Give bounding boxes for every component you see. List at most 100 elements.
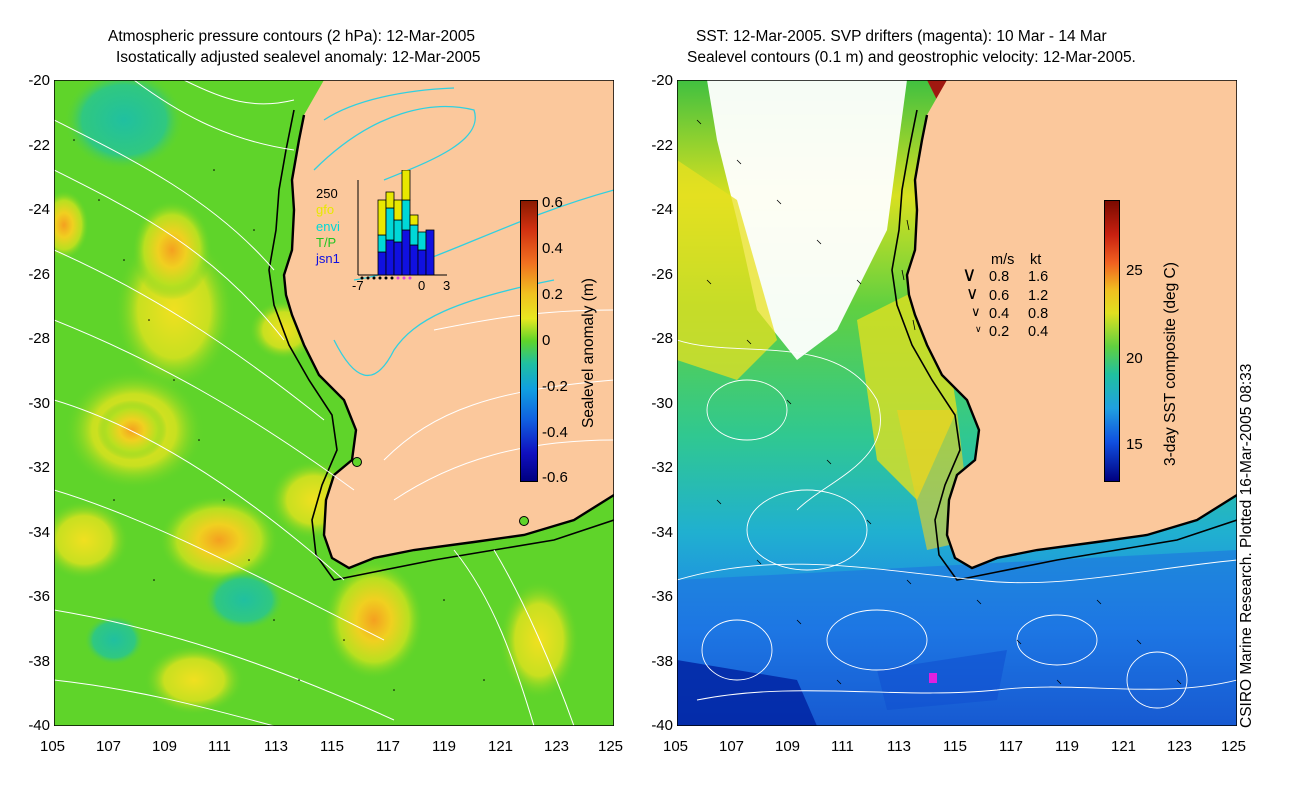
sealevel-colorbar-tick: 0.6 — [542, 194, 563, 211]
x-tick: 105 — [663, 738, 689, 755]
y-tick: -20 — [28, 72, 50, 89]
shelf-break-contour — [268, 109, 615, 581]
y-tick: -40 — [28, 717, 50, 734]
x-tick: 123 — [544, 738, 570, 755]
x-tick: 123 — [1167, 738, 1193, 755]
x-tick: 109 — [775, 738, 801, 755]
x-tick: 107 — [719, 738, 745, 755]
x-tick: 113 — [264, 738, 288, 755]
credit-text: CSIRO Marine Research. Plotted 16-Mar-20… — [1238, 363, 1255, 728]
x-tick: 121 — [1111, 738, 1137, 755]
sst-features — [677, 80, 1237, 726]
y-tick: -24 — [28, 201, 50, 218]
drifter-tracks — [929, 673, 937, 683]
velocity-key-arrow: ∨ — [971, 304, 981, 319]
y-tick: -24 — [651, 201, 673, 218]
y-tick: -36 — [651, 588, 673, 605]
pressure-contours — [53, 79, 615, 727]
velocity-key-header-kt: kt — [1030, 252, 1042, 268]
x-tick: 115 — [320, 738, 344, 755]
x-tick: 115 — [943, 738, 967, 755]
velocity-key-kt: 1.2 — [1028, 288, 1049, 304]
sst-map-svg — [676, 79, 1238, 727]
sst-map — [676, 79, 1238, 727]
inset-legend-tp: T/P — [316, 235, 337, 250]
inset-legend-jsn1: jsn1 — [316, 251, 340, 266]
sealevel-colorbar-tick: -0.6 — [542, 469, 568, 486]
y-tick: -32 — [28, 459, 50, 476]
tide-gauge-marker — [519, 516, 529, 526]
y-tick: -28 — [651, 330, 673, 347]
inset-legend-envi: envi — [316, 219, 340, 234]
y-tick: -26 — [651, 266, 673, 283]
x-tick: 111 — [831, 738, 854, 755]
y-tick: -38 — [28, 653, 50, 670]
velocity-key-header-ms: m/s — [991, 252, 1015, 268]
x-tick: 109 — [152, 738, 178, 755]
cyan-contours — [313, 87, 615, 377]
sst-colorbar-label: 3-day SST composite (deg C) — [1162, 262, 1179, 466]
y-tick: -30 — [651, 395, 673, 412]
y-tick: -22 — [651, 137, 673, 154]
inset-bars — [377, 169, 435, 276]
sealevel-contours — [676, 339, 1238, 709]
sst-colorbar-tick: 15 — [1126, 436, 1143, 453]
left-title-line1: Atmospheric pressure contours (2 hPa): 1… — [108, 28, 475, 45]
altimeter-inset-histogram — [312, 169, 452, 295]
left-title-line2: Isostatically adjusted sealevel anomaly:… — [116, 49, 481, 66]
x-tick: 107 — [96, 738, 122, 755]
y-tick: -40 — [651, 717, 673, 734]
coastline — [282, 114, 615, 570]
x-tick: 111 — [208, 738, 231, 755]
x-tick: 121 — [488, 738, 514, 755]
y-tick: -36 — [28, 588, 50, 605]
y-tick: -38 — [651, 653, 673, 670]
sealevel-colorbar-tick: 0.4 — [542, 240, 563, 257]
sst-colorbar — [1104, 200, 1120, 482]
velocity-key-arrow: ∨ — [966, 284, 979, 303]
velocity-key-kt: 0.8 — [1028, 306, 1049, 322]
sealevel-colorbar-tick: 0.2 — [542, 286, 563, 303]
sst-colorbar-tick: 25 — [1126, 262, 1143, 279]
sealevel-colorbar-tick: 0 — [542, 332, 551, 349]
right-title-line1: SST: 12-Mar-2005. SVP drifters (magenta)… — [696, 28, 1107, 45]
tide-gauge-marker — [352, 457, 362, 467]
velocity-key-ms: 0.2 — [989, 324, 1010, 340]
x-tick: 105 — [40, 738, 66, 755]
y-tick: -34 — [651, 524, 673, 541]
inset-legend-gfo: gfo — [316, 202, 335, 217]
velocity-key-ms: 0.8 — [989, 269, 1010, 285]
x-tick: 117 — [999, 738, 1023, 755]
y-tick: -32 — [651, 459, 673, 476]
inset-svg — [357, 169, 447, 280]
y-tick: -20 — [651, 72, 673, 89]
velocity-key-arrow: ∨ — [975, 324, 982, 334]
sst-colorbar-tick: 20 — [1126, 350, 1143, 367]
x-tick: 119 — [432, 738, 456, 755]
inset-x-tick: 0 — [418, 278, 426, 293]
velocity-key-kt: 0.4 — [1028, 324, 1049, 340]
shelf-break-contour — [891, 109, 1238, 581]
x-tick: 117 — [376, 738, 400, 755]
right-title-line2: Sealevel contours (0.1 m) and geostrophi… — [687, 49, 1136, 66]
y-tick: -22 — [28, 137, 50, 154]
velocity-key-ms: 0.4 — [989, 306, 1010, 322]
australia-landmass — [284, 80, 614, 568]
y-tick: -26 — [28, 266, 50, 283]
coastline — [905, 114, 1238, 570]
sealevel-colorbar-label: Sealevel anomaly (m) — [580, 278, 597, 428]
velocity-key-kt: 1.6 — [1028, 269, 1049, 285]
x-tick: 125 — [1221, 738, 1247, 755]
inset-x-tick: 3 — [443, 278, 451, 293]
inset-tick-marks — [360, 276, 412, 280]
velocity-key-ms: 0.6 — [989, 288, 1010, 304]
sealevel-colorbar — [520, 200, 538, 482]
geostrophic-velocity-arrows — [696, 119, 1182, 685]
inset-y-tick: 250 — [316, 186, 338, 201]
sealevel-colorbar-tick: -0.4 — [542, 424, 568, 441]
inset-x-tick: -7 — [352, 278, 364, 293]
sealevel-colorbar-tick: -0.2 — [542, 378, 568, 395]
australia-landmass — [907, 80, 1237, 568]
y-tick: -30 — [28, 395, 50, 412]
x-tick: 113 — [887, 738, 911, 755]
